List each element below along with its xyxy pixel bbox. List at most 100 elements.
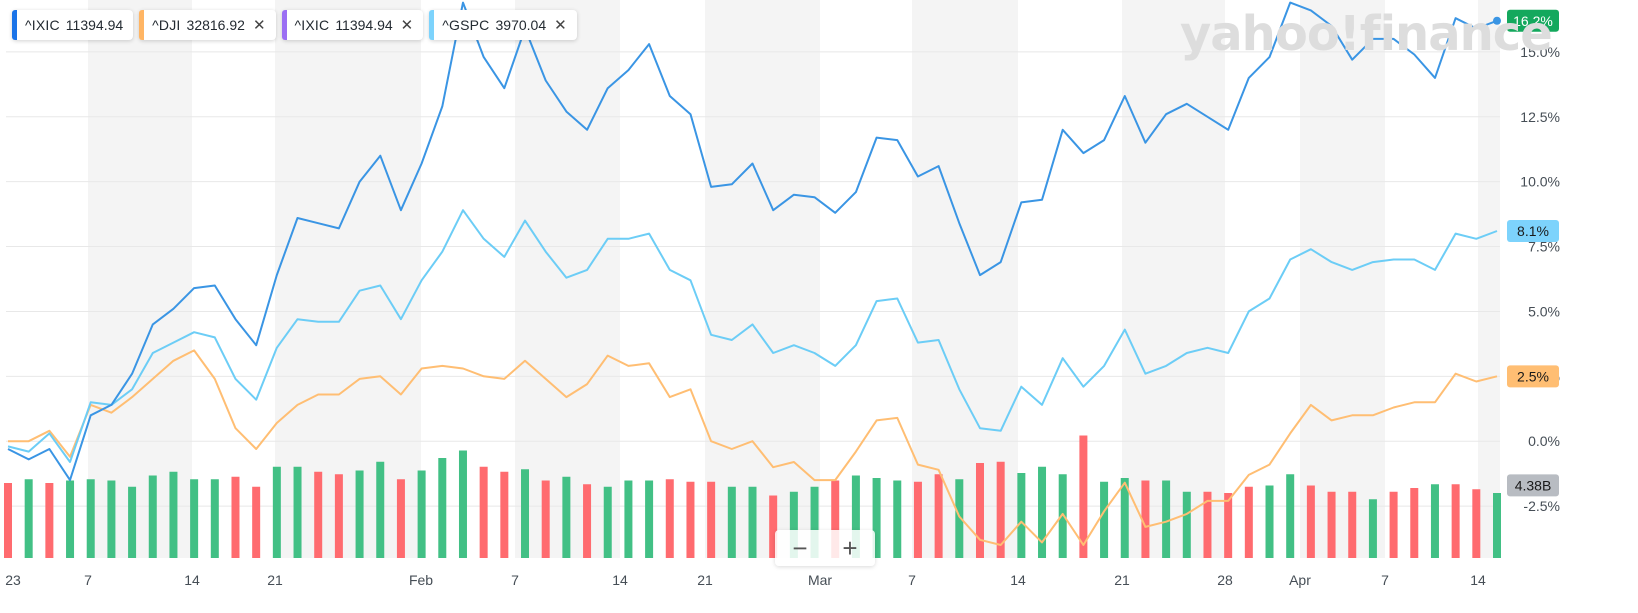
legend-chip[interactable]: ^GSPC 3970.04 ✕ xyxy=(429,10,577,40)
volume-bar xyxy=(252,486,261,558)
volume-bar xyxy=(1182,491,1191,558)
volume-bar xyxy=(1017,473,1026,558)
remove-series-icon[interactable]: ✕ xyxy=(400,17,414,34)
volume-bar xyxy=(355,470,364,558)
volume-bar xyxy=(913,481,922,558)
legend-value: 11394.94 xyxy=(65,17,124,33)
legend-chip[interactable]: ^DJI 32816.92 ✕ xyxy=(139,10,276,40)
volume-bar xyxy=(1100,481,1109,558)
volume-bar xyxy=(645,480,654,558)
x-axis: 23 7 14 21 Feb 7 14 21 Mar 7 14 21 28 Apr 7 14 xyxy=(5,572,1486,588)
volume-bar xyxy=(1348,491,1357,558)
volume-bar xyxy=(1389,491,1398,558)
series-color-swatch xyxy=(139,10,145,40)
date-band xyxy=(705,0,820,558)
x-tick-label: 14 xyxy=(1010,572,1026,588)
volume-bar xyxy=(1265,485,1274,558)
volume-bar xyxy=(1120,478,1129,558)
y-tick-label: 7.5% xyxy=(1528,239,1560,255)
remove-series-icon[interactable]: ✕ xyxy=(554,17,567,34)
x-tick-label: 7 xyxy=(908,572,916,588)
series-color-swatch xyxy=(429,10,435,40)
volume-bar xyxy=(1058,474,1067,558)
volume-bar xyxy=(479,466,488,558)
volume-bar xyxy=(500,471,509,558)
volume-bar xyxy=(893,480,902,558)
legend-symbol: ^DJI xyxy=(152,17,181,33)
end-labels: 16.2% 8.1% 2.5% 4.38B xyxy=(1507,9,1559,497)
date-band xyxy=(515,0,620,558)
x-tick-label: Apr xyxy=(1289,572,1311,588)
volume-bar xyxy=(190,479,199,558)
dji-end-label: 2.5% xyxy=(1517,368,1549,384)
x-tick-label: 14 xyxy=(1470,572,1486,588)
volume-bar xyxy=(831,480,840,558)
volume-bars xyxy=(4,435,1501,558)
legend-symbol: ^IXIC xyxy=(25,17,60,33)
volume-bar xyxy=(996,461,1005,558)
series-lines xyxy=(7,1,1501,546)
volume-bar xyxy=(396,479,405,558)
volume-bar xyxy=(583,484,592,558)
volume-bar xyxy=(789,491,798,558)
legend-symbol: ^IXIC xyxy=(294,17,330,33)
series-endpoint-dot xyxy=(1493,16,1501,25)
date-band xyxy=(1122,0,1225,558)
series-line xyxy=(8,349,1498,546)
legend-value: 11394.94 xyxy=(335,17,393,33)
volume-bar xyxy=(1368,499,1377,558)
volume-bar xyxy=(24,479,33,558)
zoom-out-button[interactable]: − xyxy=(792,533,808,563)
x-tick-label: 21 xyxy=(267,572,283,588)
legend-chip[interactable]: ^IXIC 11394.94 ✕ xyxy=(281,10,424,40)
volume-bar xyxy=(1224,493,1233,558)
volume-bar xyxy=(231,476,240,558)
x-tick-label: 23 xyxy=(5,572,21,588)
volume-bar xyxy=(210,479,219,558)
zoom-in-button[interactable]: + xyxy=(842,533,858,563)
volume-bar xyxy=(665,479,674,558)
volume-bar xyxy=(686,481,695,558)
legend-symbol: ^GSPC xyxy=(442,17,490,33)
y-axis: 15.0% 12.5% 10.0% 7.5% 5.0% 2.5% 0.0% -2.5% xyxy=(1520,44,1560,514)
x-tick-label: 21 xyxy=(697,572,713,588)
date-bands xyxy=(88,0,1500,558)
volume-bar xyxy=(1079,435,1088,558)
date-band xyxy=(1300,0,1385,558)
remove-series-icon[interactable]: ✕ xyxy=(252,17,266,34)
volume-end-label: 4.38B xyxy=(1515,477,1552,493)
volume-bar xyxy=(272,466,281,558)
y-tick-label: 12.5% xyxy=(1520,109,1560,125)
volume-bar xyxy=(1286,474,1295,558)
series-line xyxy=(7,1,1498,482)
volume-bar xyxy=(438,458,447,558)
volume-bar xyxy=(86,479,95,558)
y-tick-label: 0.0% xyxy=(1528,433,1560,449)
y-tick-label: 15.0% xyxy=(1520,44,1560,60)
volume-bar xyxy=(1244,486,1253,558)
gspc-end-label: 8.1% xyxy=(1517,223,1549,239)
gspc-end-label-bg xyxy=(1507,219,1559,242)
volume-bar xyxy=(748,486,757,558)
date-band xyxy=(88,0,192,558)
volume-bar xyxy=(45,483,54,558)
x-tick-label: 7 xyxy=(511,572,519,588)
volume-bar xyxy=(128,486,137,558)
volume-bar xyxy=(417,470,426,558)
volume-bar xyxy=(727,486,736,558)
ixic-end-label-bg xyxy=(1507,9,1559,32)
volume-bar xyxy=(1472,489,1481,558)
zoom-controls: − + xyxy=(775,530,875,566)
legend-chip[interactable]: ^IXIC 11394.94 xyxy=(12,10,134,40)
volume-bar xyxy=(624,480,633,558)
volume-bar xyxy=(851,475,860,558)
series-line xyxy=(7,209,1498,463)
ixic-end-label: 16.2% xyxy=(1513,13,1553,29)
yahoo-finance-logo: yahoo!finance xyxy=(1180,6,1553,62)
legend-value: 32816.92 xyxy=(186,17,245,33)
x-tick-label: Feb xyxy=(409,572,433,588)
x-tick-label: 7 xyxy=(84,572,92,588)
volume-bar xyxy=(1038,466,1047,558)
